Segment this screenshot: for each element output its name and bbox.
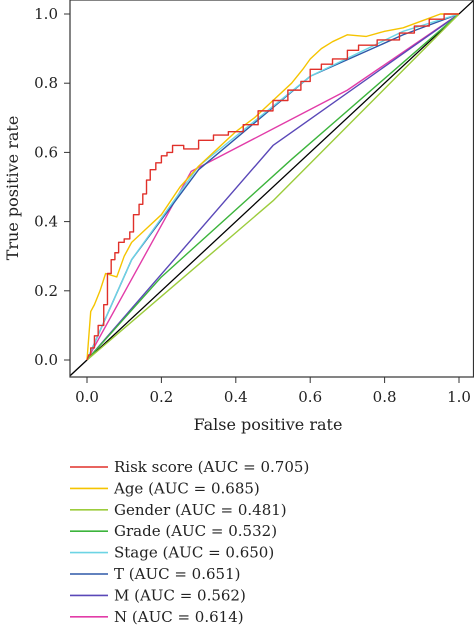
legend-label: N (AUC = 0.614): [114, 608, 244, 626]
y-tick-label: 0.0: [34, 351, 58, 369]
y-tick-label: 1.0: [34, 5, 58, 23]
series-line-3: [86, 13, 460, 361]
series-group: [70, 0, 474, 377]
y-tick-label: 0.8: [34, 74, 58, 92]
axes: False positive rate True positive rate 0…: [3, 0, 474, 434]
legend-label: Stage (AUC = 0.650): [114, 544, 274, 562]
legend-label: T (AUC = 0.651): [114, 565, 240, 583]
reference-diagonal: [70, 0, 474, 377]
y-tick-label: 0.2: [34, 282, 58, 300]
legend: Risk score (AUC = 0.705) Age (AUC = 0.685…: [70, 458, 309, 626]
y-tick-label: 0.4: [34, 213, 58, 231]
series-line-6: [86, 13, 460, 361]
legend-label: M (AUC = 0.562): [114, 586, 246, 604]
legend-label: Age (AUC = 0.685): [113, 479, 260, 497]
y-axis-label: True positive rate: [3, 116, 22, 261]
plot-area: [70, 0, 474, 377]
legend-label: Risk score (AUC = 0.705): [114, 458, 309, 476]
legend-label: Gender (AUC = 0.481): [114, 501, 287, 519]
x-tick-label: 0.6: [298, 388, 322, 406]
series-line-4: [86, 13, 460, 361]
x-tick-label: 0.4: [224, 388, 248, 406]
x-tick-label: 0.8: [373, 388, 397, 406]
y-tick-label: 0.6: [34, 143, 58, 161]
series-line-2: [86, 13, 460, 361]
x-tick-label: 0.2: [149, 388, 173, 406]
series-line-0: [86, 13, 459, 361]
x-axis-label: False positive rate: [194, 415, 343, 434]
x-tick-label: 1.0: [447, 388, 471, 406]
series-line-7: [86, 13, 460, 361]
x-tick-label: 0.0: [75, 388, 99, 406]
legend-label: Grade (AUC = 0.532): [114, 522, 277, 540]
